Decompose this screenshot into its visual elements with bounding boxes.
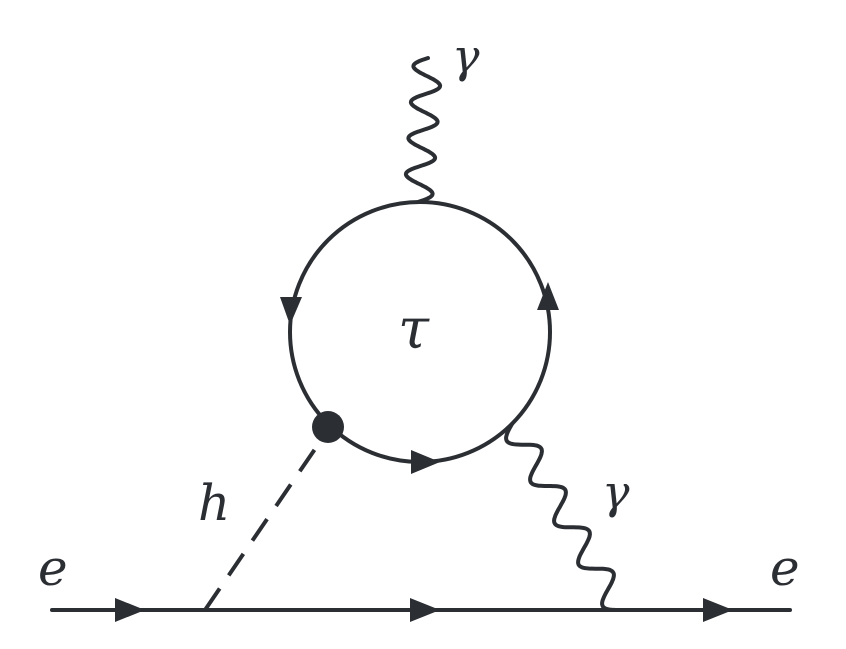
label-gamma-right: γ [602,465,630,519]
electron-arrow-middle [410,598,440,622]
label-tau: τ [398,297,430,362]
higgs-line [203,428,330,612]
label-e-out: e [770,539,800,597]
photon-line-right [504,422,622,612]
loop-arrow-bottom [411,450,440,474]
photon-line-top [403,56,443,204]
label-e-in: e [38,539,68,597]
electron-arrow-right [703,598,733,622]
loop-arrow-left [280,297,302,325]
electron-arrow-left [115,598,145,622]
loop-arrow-right [537,282,559,310]
label-h: h [198,474,230,532]
higgs-vertex-dot [312,411,344,443]
label-gamma-top: γ [452,29,480,83]
